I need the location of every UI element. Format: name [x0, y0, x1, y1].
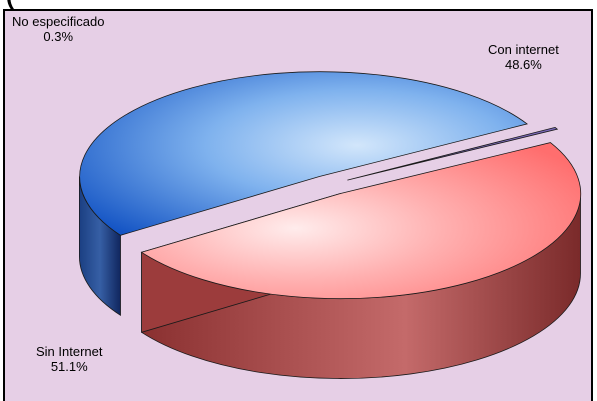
slice-label-no-especificado: No especificado 0.3% — [12, 14, 105, 44]
slice-value: 51.1% — [50, 359, 88, 374]
slice-label-con-internet: Con internet 48.6% — [488, 42, 559, 72]
slice-sin-internet — [78, 71, 529, 317]
slice-label-sin-internet: Sin Internet 51.1% — [36, 344, 103, 374]
slice-con-internet — [140, 142, 582, 379]
clipped-title: ( — [6, 0, 14, 11]
slice-value: 48.6% — [504, 57, 542, 72]
slice-value: 0.3% — [43, 29, 74, 44]
slice-no-especificado — [347, 126, 559, 181]
slice-name: No especificado — [12, 14, 105, 29]
slice-name: Con internet — [488, 42, 559, 57]
slice-name: Sin Internet — [36, 344, 103, 359]
